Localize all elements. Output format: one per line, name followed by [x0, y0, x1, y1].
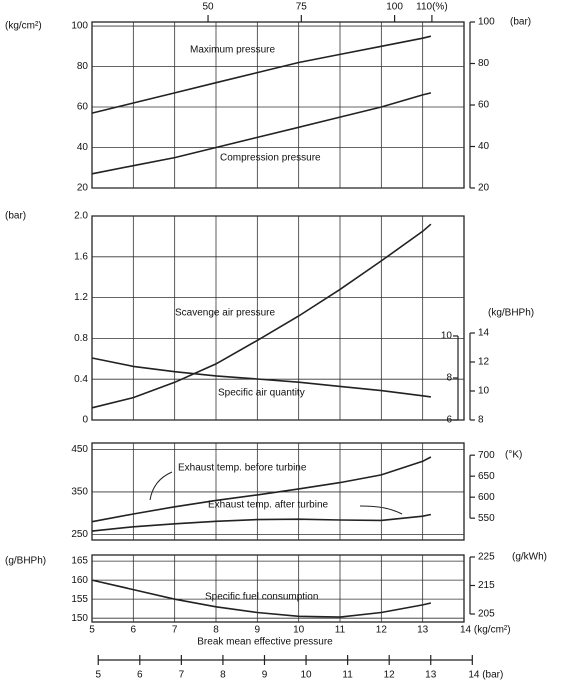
- y-tick-label: 1.6: [74, 251, 88, 262]
- y2-tick-label: 10: [441, 331, 453, 342]
- panel-frame: [91, 442, 465, 541]
- series-line: [91, 92, 432, 175]
- y-tick-label: 2.0: [74, 211, 88, 222]
- series-line: [91, 35, 432, 114]
- y2-tick-label: 6: [446, 415, 452, 426]
- leader: [359, 505, 403, 515]
- y-tick-label: 20: [77, 183, 89, 194]
- series-label: Specific air quantity: [218, 388, 305, 399]
- axis-unit: (kg/BHPh): [488, 308, 534, 319]
- y2-tick-label: 40: [478, 141, 490, 152]
- y-tick-label: 0.8: [74, 333, 88, 344]
- series-line: [91, 357, 432, 398]
- y2-tick-label: 20: [478, 183, 490, 194]
- y-tick-label: 0.4: [74, 374, 88, 385]
- y-tick-label: 160: [71, 575, 88, 586]
- series-line: [91, 513, 432, 532]
- bar-tick-label: 6: [137, 670, 143, 681]
- series-line: [91, 579, 432, 618]
- y-tick-label: 150: [71, 613, 88, 624]
- bar-tick-label: 5: [95, 670, 101, 681]
- series-line: [91, 456, 432, 523]
- axis-unit: (g/BHPh): [5, 556, 46, 567]
- y2-tick-label: 205: [478, 609, 495, 620]
- y2-tick-label: 80: [478, 58, 490, 69]
- axis-unit: (bar): [5, 211, 26, 222]
- bar-tick-label: 14 (bar): [468, 670, 503, 681]
- y3-tick-label: 8: [478, 415, 484, 426]
- axis-unit: (kg/cm²): [5, 21, 42, 32]
- y-tick-label: 165: [71, 556, 88, 567]
- y2-tick-label: 550: [478, 513, 495, 524]
- y-tick-label: 250: [71, 529, 88, 540]
- x-tick-label: 6: [131, 625, 137, 636]
- leader: [149, 471, 173, 501]
- x2-tick-label: 110(%): [416, 2, 448, 13]
- x2-tick-label: 50: [202, 2, 214, 13]
- x-tick-label: 9: [255, 625, 261, 636]
- y3-tick-label: 12: [478, 357, 490, 368]
- y-tick-label: 40: [77, 142, 89, 153]
- x-tick-label: 14 (kg/cm²): [460, 625, 511, 636]
- series-label: Exhaust temp. after turbine: [208, 500, 329, 511]
- y-tick-label: 60: [77, 102, 89, 113]
- series-label: Exhaust temp. before turbine: [178, 463, 307, 474]
- series-line: [91, 223, 432, 409]
- y-tick-label: 350: [71, 487, 88, 498]
- bar-tick-label: 12: [384, 670, 396, 681]
- x2-tick-label: 100: [386, 2, 403, 13]
- y3-tick-label: 10: [478, 386, 490, 397]
- y-tick-label: 1.2: [74, 292, 88, 303]
- series-label: Maximum pressure: [190, 45, 275, 56]
- y2-tick-label: 650: [478, 471, 495, 482]
- x-tick-label: 11: [335, 625, 346, 636]
- bar-tick-label: 7: [179, 670, 185, 681]
- x-tick-label: 10: [293, 625, 305, 636]
- x2-tick-label: 75: [296, 2, 308, 13]
- x-axis-title: Break mean effective pressure: [197, 637, 333, 648]
- axis-unit: (bar): [510, 17, 531, 28]
- bar-tick-label: 8: [220, 670, 226, 681]
- bar-tick-label: 13: [425, 670, 437, 681]
- y-tick-label: 100: [71, 21, 88, 32]
- y3-tick-label: 14: [478, 328, 490, 339]
- axis-unit: (°K): [505, 450, 522, 461]
- y2-tick-label: 225: [478, 552, 495, 563]
- y2-tick-label: 100: [478, 17, 495, 28]
- x-tick-label: 12: [376, 625, 388, 636]
- y-tick-label: 80: [77, 61, 89, 72]
- y2-tick-label: 60: [478, 100, 490, 111]
- bar-tick-label: 11: [342, 670, 353, 681]
- x-tick-label: 7: [172, 625, 178, 636]
- series-label: Specific fuel consumption: [205, 592, 318, 603]
- x-tick-label: 8: [213, 625, 219, 636]
- panel-frame: [91, 554, 465, 623]
- y-tick-label: 450: [71, 444, 88, 455]
- y-tick-label: 0: [82, 415, 88, 426]
- y2-tick-label: 8: [446, 373, 452, 384]
- y2-tick-label: 700: [478, 450, 495, 461]
- series-label: Scavenge air pressure: [175, 308, 275, 319]
- y2-tick-label: 600: [478, 492, 495, 503]
- bar-tick-label: 10: [300, 670, 312, 681]
- x-tick-label: 5: [89, 625, 95, 636]
- axis-unit: (g/kWh): [512, 552, 547, 563]
- series-label: Compression pressure: [220, 153, 321, 164]
- x-tick-label: 13: [417, 625, 429, 636]
- bar-tick-label: 9: [262, 670, 268, 681]
- y2-tick-label: 215: [478, 580, 495, 591]
- y-tick-label: 155: [71, 594, 88, 605]
